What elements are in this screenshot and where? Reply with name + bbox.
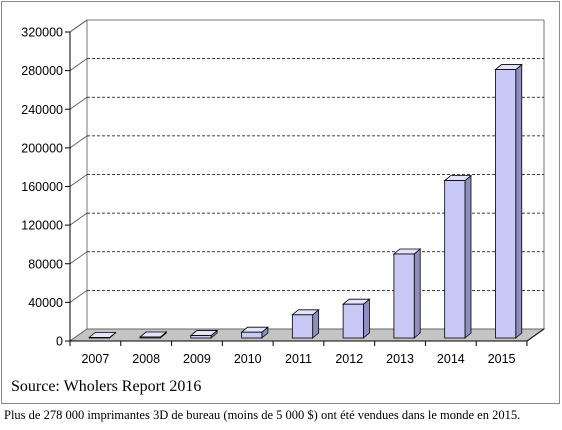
y-tick-label: 40000 <box>28 296 63 310</box>
y-tick-label: 280000 <box>21 64 63 78</box>
bar-2010 <box>240 326 269 339</box>
bar-front <box>190 335 212 339</box>
bar-front <box>291 314 314 339</box>
x-tick-label: 2012 <box>335 352 363 366</box>
bar-2014 <box>443 174 473 339</box>
x-tick-label: 2015 <box>488 352 516 366</box>
gridline-side <box>69 96 88 110</box>
y-tick-label: 80000 <box>28 257 63 271</box>
bar-front <box>342 303 364 339</box>
bar-side <box>363 298 370 339</box>
x-tick-label: 2011 <box>285 352 312 366</box>
gridline-side <box>69 174 88 187</box>
y-tick-label: 0 <box>56 335 63 349</box>
axes <box>65 31 545 346</box>
y-tick-label: 200000 <box>21 141 63 155</box>
bar-front <box>139 336 161 339</box>
bar-front <box>444 180 466 339</box>
bar-2013 <box>392 248 422 339</box>
x-tick-label: 2007 <box>81 352 109 366</box>
bar-2008 <box>138 331 168 339</box>
x-tick-labels: 2007 2008 2009 2010 2011 2012 2013 2014 2015 <box>81 352 515 366</box>
gridline-side <box>69 251 88 265</box>
x-tick-label: 2013 <box>386 352 414 366</box>
y-tick-label: 120000 <box>21 219 63 233</box>
bar-front <box>241 331 263 339</box>
gridline-side <box>69 135 88 149</box>
gridline-side <box>69 58 88 71</box>
bar-2007 <box>88 331 117 339</box>
chart-source: Source: Wholers Report 2016 <box>11 378 202 395</box>
gridline-side <box>69 212 88 226</box>
bar-front <box>495 69 517 339</box>
bar-side <box>515 63 523 339</box>
bar-side <box>464 174 472 339</box>
chart-caption: Plus de 278 000 imprimantes 3D de bureau… <box>4 408 521 422</box>
bar-2012 <box>342 298 371 339</box>
bar-2015 <box>494 63 523 339</box>
x-tick-label: 2014 <box>437 352 465 366</box>
y-tick-label: 160000 <box>21 180 63 194</box>
x-tick-label: 2010 <box>234 352 262 366</box>
bar-side <box>413 248 421 339</box>
gridline-side <box>69 19 88 33</box>
bar-2011 <box>291 308 320 339</box>
back-wall-top <box>69 19 544 33</box>
y-tick-label: 320000 <box>21 26 63 40</box>
y-tick-labels: 0 40000 80000 120000 160000 200000 240000 28000… <box>21 26 63 349</box>
bars <box>88 63 523 339</box>
gridlines <box>69 19 544 342</box>
x-tick-label: 2008 <box>132 352 160 366</box>
x-axis-depth <box>526 328 545 342</box>
y-tick-label: 240000 <box>21 103 63 117</box>
bar-2009 <box>189 329 219 339</box>
x-tick-label: 2009 <box>183 352 211 366</box>
gridline-side <box>69 290 88 303</box>
bar-front <box>88 337 110 339</box>
bar-front <box>393 253 415 339</box>
